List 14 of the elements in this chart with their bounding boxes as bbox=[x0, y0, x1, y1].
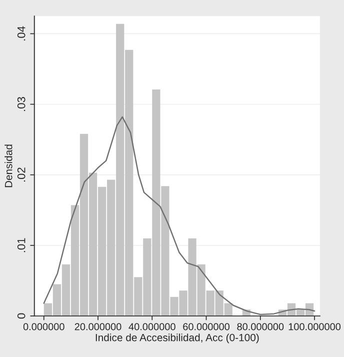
y-tick-label: .02 bbox=[17, 168, 26, 182]
y-axis-title: Densidad bbox=[4, 144, 12, 188]
y-tick-label: .04 bbox=[17, 26, 26, 40]
x-tick-label: 80.000000 bbox=[237, 323, 284, 330]
x-tick-label: 100.000000 bbox=[288, 323, 341, 330]
x-tick-label: 20.000000 bbox=[74, 323, 122, 330]
x-tick-label: 0.000000 bbox=[23, 323, 64, 330]
line-series bbox=[43, 116, 316, 316]
x-tick-label: 60.000000 bbox=[183, 323, 230, 330]
x-tick-label: 40.000000 bbox=[128, 323, 176, 330]
x-axis-title: Indice de Accesibilidad, Acc (0-100) bbox=[96, 334, 259, 344]
y-tick-label: 0 bbox=[17, 313, 26, 319]
y-tick-label: .03 bbox=[17, 97, 26, 111]
y-tick-label: .01 bbox=[17, 238, 26, 252]
